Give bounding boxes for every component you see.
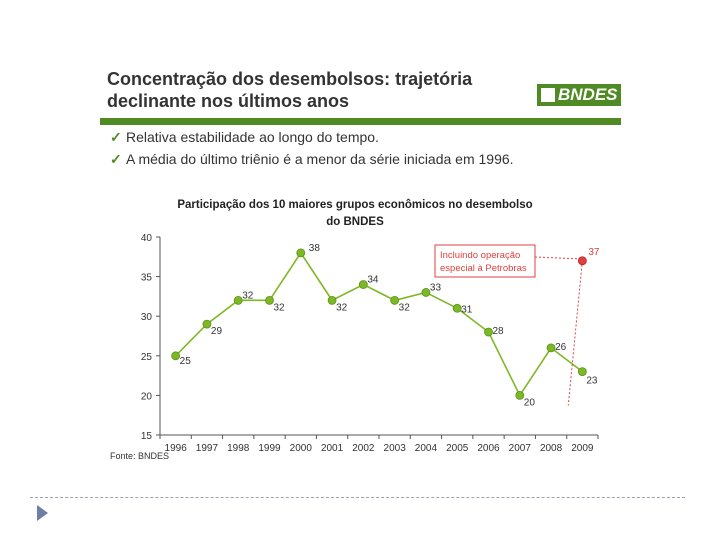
bullet-list: ✓ Relativa estabilidade ao longo do tempo… bbox=[110, 126, 615, 170]
data-label: 32 bbox=[399, 302, 411, 313]
check-icon: ✓ bbox=[110, 151, 122, 167]
y-tick-label: 20 bbox=[141, 391, 153, 402]
x-tick-label: 2009 bbox=[571, 443, 594, 454]
data-point bbox=[265, 295, 274, 305]
x-tick-label: 2002 bbox=[352, 443, 375, 454]
x-tick-label: 2001 bbox=[321, 443, 344, 454]
data-label: 28 bbox=[493, 326, 505, 337]
data-point bbox=[233, 295, 243, 305]
annotation-box bbox=[434, 244, 536, 278]
bullet-item: ✓ A média do último triênio é a menor da … bbox=[110, 148, 615, 170]
x-tick-label: 2007 bbox=[509, 443, 532, 454]
bndes-logo: BNDES bbox=[537, 84, 621, 106]
x-tick-label: 1999 bbox=[258, 443, 281, 454]
x-tick-label: 2000 bbox=[290, 443, 313, 454]
bndes-mark-icon bbox=[541, 88, 555, 102]
slide-title: Concentração dos desembolsos: trajetória… bbox=[107, 69, 473, 111]
data-point bbox=[358, 280, 368, 289]
data-label: 34 bbox=[367, 275, 379, 286]
y-tick-label: 25 bbox=[141, 352, 153, 363]
source-note: Fonte: BNDES bbox=[110, 451, 169, 461]
highlight-point bbox=[577, 256, 587, 266]
data-label: 33 bbox=[430, 282, 442, 293]
slide-image: Concentração dos desembolsos: trajetória… bbox=[100, 66, 621, 466]
data-point bbox=[327, 295, 337, 305]
y-tick-label: 35 bbox=[141, 273, 153, 284]
y-tick-label: 15 bbox=[141, 431, 153, 442]
annotation-text: Incluindo operação bbox=[440, 250, 520, 261]
highlight-connector bbox=[567, 260, 583, 406]
data-point bbox=[515, 390, 525, 400]
x-tick-label: 1996 bbox=[165, 443, 188, 454]
play-arrow-icon[interactable] bbox=[37, 505, 48, 521]
data-label: 31 bbox=[461, 304, 473, 315]
data-point bbox=[452, 303, 462, 313]
x-tick-label: 1997 bbox=[196, 443, 219, 454]
highlight-label: 37 bbox=[588, 247, 600, 258]
data-point bbox=[390, 295, 400, 305]
annotation-text: especial à Petrobras bbox=[440, 263, 527, 274]
data-label: 23 bbox=[586, 376, 598, 387]
y-tick-label: 30 bbox=[141, 312, 153, 323]
data-label: 32 bbox=[274, 302, 286, 313]
data-point bbox=[546, 343, 556, 353]
chart-title: Participação dos 10 maiores grupos econô… bbox=[177, 199, 532, 211]
x-tick-label: 2004 bbox=[415, 443, 438, 454]
data-label: 25 bbox=[180, 356, 192, 367]
logo-text: BNDES bbox=[558, 85, 618, 104]
data-point bbox=[577, 367, 587, 377]
x-tick-label: 2003 bbox=[384, 443, 407, 454]
data-label: 26 bbox=[555, 342, 567, 353]
y-tick-label: 40 bbox=[141, 233, 153, 244]
data-point bbox=[421, 288, 431, 297]
line-chart: Participação dos 10 maiores grupos econô… bbox=[110, 199, 600, 461]
x-tick-label: 2008 bbox=[540, 443, 563, 454]
data-point bbox=[171, 351, 181, 361]
title-underline bbox=[100, 118, 621, 125]
series-line bbox=[175, 251, 583, 398]
check-icon: ✓ bbox=[110, 129, 122, 145]
slide-divider bbox=[30, 497, 685, 498]
bullet-item: ✓ Relativa estabilidade ao longo do tempo… bbox=[110, 126, 615, 148]
x-tick-label: 1998 bbox=[227, 443, 250, 454]
chart-title: do BNDES bbox=[326, 216, 384, 228]
data-label: 20 bbox=[524, 397, 536, 408]
data-label: 32 bbox=[242, 290, 254, 301]
data-point bbox=[296, 248, 306, 258]
data-label: 38 bbox=[309, 243, 321, 254]
data-point bbox=[202, 319, 212, 329]
title-bar: Concentração dos desembolsos: trajetória… bbox=[100, 66, 621, 124]
x-tick-label: 2005 bbox=[446, 443, 469, 454]
bullet-text: A média do último triênio é a menor da s… bbox=[126, 151, 514, 167]
annotation-pointer bbox=[534, 256, 578, 260]
data-label: 29 bbox=[211, 326, 223, 337]
data-point bbox=[484, 327, 493, 337]
x-tick-label: 2006 bbox=[477, 443, 500, 454]
bullet-text: Relativa estabilidade ao longo do tempo. bbox=[126, 129, 379, 145]
data-label: 32 bbox=[336, 302, 348, 313]
